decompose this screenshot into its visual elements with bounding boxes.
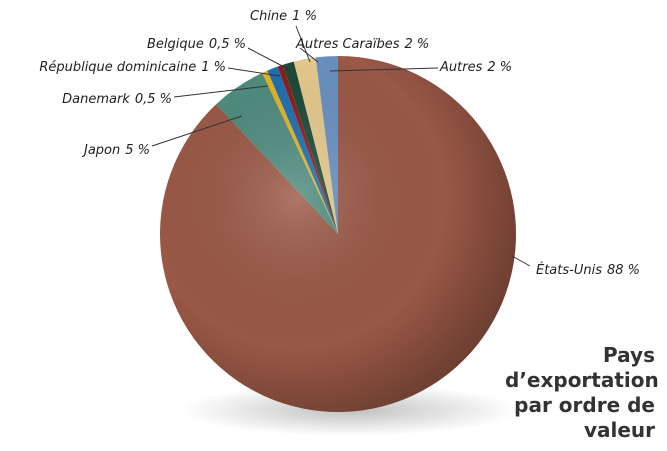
leader-line: [151, 115, 243, 147]
leader-line: [247, 47, 291, 71]
leader-line: [227, 67, 281, 77]
leader-line: [299, 47, 319, 63]
labels: États-Unis 88 % Japon 5 % Danemark 0,5 % Répub…: [39, 9, 640, 278]
value-label: 88 %: [607, 263, 640, 278]
slices: [160, 56, 517, 412]
slice-label: Danemark 0,5 %: [62, 92, 172, 107]
category-name: États-Unis: [536, 262, 602, 278]
category-name: Autres Caraïbes: [295, 37, 400, 52]
slice-label: Japon 5 %: [81, 143, 150, 158]
leader-line: [511, 255, 531, 267]
value-label: 2 %: [487, 60, 512, 75]
slice-label: Autres Caraïbes 2 %: [295, 37, 429, 52]
slice: [160, 56, 517, 412]
slice-label: République dominicaine 1 %: [39, 60, 226, 75]
category-name: République dominicaine: [39, 60, 196, 75]
slice-label: Autres 2 %: [439, 60, 512, 75]
value-label: 0,5 %: [209, 37, 246, 52]
value-label: 5 %: [125, 143, 150, 158]
slice-label: États-Unis 88 %: [536, 262, 640, 278]
value-label: 1 %: [201, 60, 226, 75]
category-name: Japon: [81, 143, 120, 158]
leader-line: [173, 85, 269, 98]
value-label: 0,5 %: [135, 92, 172, 107]
category-name: Autres: [439, 60, 483, 75]
category-name: Belgique: [147, 37, 204, 52]
category-name: Chine: [250, 9, 287, 24]
value-label: 2 %: [404, 37, 429, 52]
slice-label: Chine 1 %: [250, 9, 317, 24]
category-name: Danemark: [62, 92, 130, 107]
value-label: 1 %: [292, 9, 317, 24]
leader-line: [295, 25, 311, 63]
slice-label: Belgique 0,5 %: [147, 37, 246, 52]
leader-line: [329, 67, 439, 72]
chart-title: Pays d’exportation par ordre de valeur: [505, 343, 659, 442]
